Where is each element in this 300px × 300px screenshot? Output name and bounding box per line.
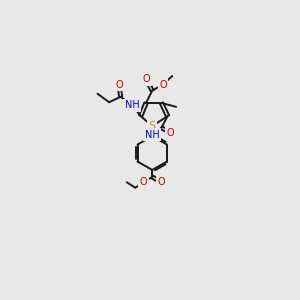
Text: O: O [115,80,123,89]
Text: O: O [142,74,150,84]
Text: O: O [167,128,175,138]
Text: O: O [140,177,148,187]
Text: O: O [159,80,167,89]
Text: NH: NH [145,130,160,140]
Text: S: S [148,121,156,131]
Text: O: O [158,177,165,187]
Text: NH: NH [125,100,140,110]
